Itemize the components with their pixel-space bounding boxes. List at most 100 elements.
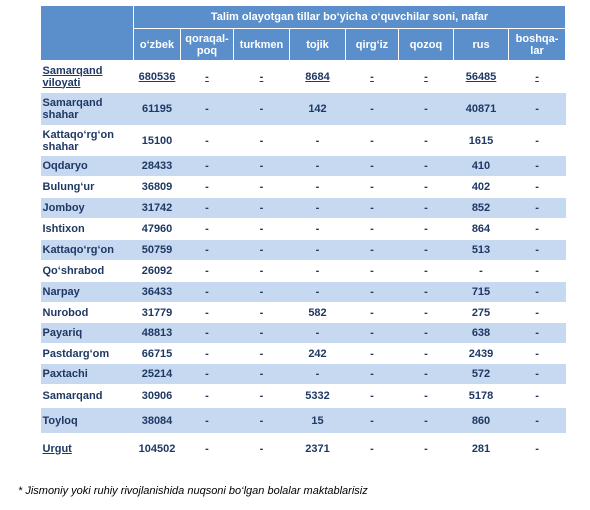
cell: -	[345, 281, 399, 303]
table-row: Ishtixon 47960- - - - -864-	[40, 218, 566, 240]
cell: -	[233, 60, 290, 93]
cell: -	[180, 92, 234, 126]
column-header: tojik	[289, 28, 346, 61]
cell: -	[289, 197, 346, 219]
cell: -	[180, 239, 234, 261]
cell: -	[180, 197, 234, 219]
cell: -	[508, 260, 566, 282]
cell: -	[289, 239, 346, 261]
cell: -	[345, 433, 399, 464]
table-row: Oqdaryo 28433- - - - -410-	[40, 155, 566, 177]
cell: 5178	[453, 384, 509, 408]
cell: 30906	[133, 384, 181, 408]
cell: -	[180, 281, 234, 303]
row-label: Narpay	[40, 281, 134, 303]
row-label: Ishtixon	[40, 218, 134, 240]
footnote: * Jismoniy yoki ruhiy rivojlanishida nuq…	[18, 485, 368, 497]
cell: -	[180, 125, 234, 156]
cell: -	[289, 322, 346, 344]
cell: -	[398, 197, 454, 219]
cell: 638	[453, 322, 509, 344]
cell: -	[345, 92, 399, 126]
cell: 31779	[133, 302, 181, 323]
cell: -	[289, 218, 346, 240]
row-label: Kattaqo‘rg‘on shahar	[40, 125, 134, 156]
cell: -	[398, 433, 454, 464]
cell: -	[398, 260, 454, 282]
cell: -	[233, 197, 290, 219]
cell: -	[508, 92, 566, 126]
cell: -	[398, 384, 454, 408]
table-row: Bulung‘ur 36809- - - - -402-	[40, 176, 566, 198]
cell: 410	[453, 155, 509, 177]
cell: -	[233, 363, 290, 385]
cell: 860	[453, 407, 509, 434]
cell: -	[345, 302, 399, 323]
cell: -	[398, 239, 454, 261]
cell: -	[289, 281, 346, 303]
cell: 275	[453, 302, 509, 323]
cell: 8684	[289, 60, 346, 93]
cell: 28433	[133, 155, 181, 177]
cell: -	[289, 176, 346, 198]
row-label: Samarqand shahar	[40, 92, 134, 126]
table-wrap: Talim olayotgan tillar bo‘yicha o‘quvchi…	[40, 5, 567, 464]
table-row: Samarqand 30906- -5332- -5178-	[40, 384, 566, 408]
cell: -	[233, 384, 290, 408]
row-label: Paxtachi	[40, 363, 134, 385]
row-label: Qo‘shrabod	[40, 260, 134, 282]
cell: 56485	[453, 60, 509, 93]
cell: -	[180, 60, 234, 93]
cell: 48813	[133, 322, 181, 344]
cell: -	[233, 322, 290, 344]
cell: -	[233, 92, 290, 126]
cell: 2439	[453, 343, 509, 364]
column-header: rus	[453, 28, 509, 61]
cell: 715	[453, 281, 509, 303]
cell: -	[508, 384, 566, 408]
cell: -	[233, 302, 290, 323]
cell: -	[233, 433, 290, 464]
cell: 15	[289, 407, 346, 434]
cell: 40871	[453, 92, 509, 126]
row-label: Bulung‘ur	[40, 176, 134, 198]
cell: 1615	[453, 125, 509, 156]
column-header: qoraqal-poq	[180, 28, 234, 61]
row-label: Samarqand	[40, 384, 134, 408]
cell: -	[289, 363, 346, 385]
cell: -	[508, 302, 566, 323]
cell: -	[508, 363, 566, 385]
cell: 142	[289, 92, 346, 126]
cell: -	[180, 302, 234, 323]
cell: -	[345, 407, 399, 434]
cell: -	[508, 176, 566, 198]
cell: -	[398, 281, 454, 303]
cell: -	[508, 322, 566, 344]
table-row: Samarqand viloyati 680536- -8684- -56485-	[40, 60, 566, 93]
cell: -	[508, 218, 566, 240]
column-header: boshqa-lar	[507, 28, 567, 61]
cell: 26092	[133, 260, 181, 282]
cell: -	[289, 155, 346, 177]
cell: 38084	[133, 407, 181, 434]
table-row: Pastdarg‘om 66715- -242- -2439-	[40, 343, 566, 364]
cell: -	[180, 218, 234, 240]
cell: -	[180, 363, 234, 385]
cell: -	[289, 125, 346, 156]
cell: -	[180, 260, 234, 282]
table-row: Kattaqo‘rg‘on shahar 15100- - - - -1615-	[40, 125, 566, 156]
row-label: Nurobod	[40, 302, 134, 323]
cell: 66715	[133, 343, 181, 364]
row-label: Oqdaryo	[40, 155, 134, 177]
corner-cell	[40, 5, 134, 61]
cell: 31742	[133, 197, 181, 219]
cell: 680536	[133, 60, 181, 93]
cell: 25214	[133, 363, 181, 385]
cell: -	[233, 125, 290, 156]
cell: -	[508, 239, 566, 261]
cell: 36809	[133, 176, 181, 198]
cell: 50759	[133, 239, 181, 261]
cell: -	[398, 176, 454, 198]
cell: -	[233, 239, 290, 261]
cell: -	[398, 343, 454, 364]
